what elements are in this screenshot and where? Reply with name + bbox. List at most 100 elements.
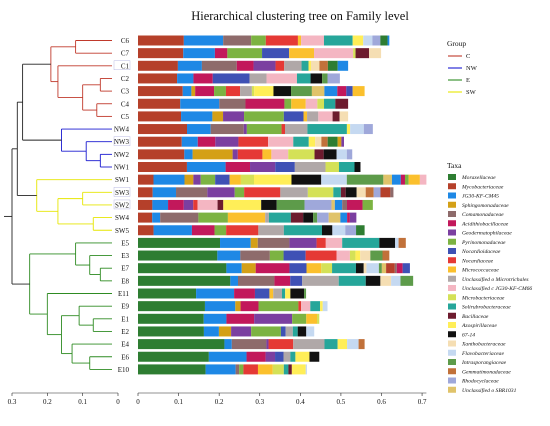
bar-segment <box>227 212 266 223</box>
bar-segment <box>227 48 263 59</box>
bar-segment <box>254 174 292 185</box>
taxa-legend-swatch <box>448 359 456 365</box>
bar-segment <box>293 339 325 350</box>
bar-segment <box>402 263 410 274</box>
bar-segment <box>333 187 341 198</box>
bar-segment <box>379 237 396 248</box>
bar-segment <box>243 364 258 375</box>
taxa-legend-label: Mycobacteriaceae <box>461 184 504 190</box>
bar-segment <box>283 111 304 122</box>
bar-segment <box>325 162 339 172</box>
bar-segment <box>295 351 310 362</box>
tree-tick-label: 0.1 <box>78 398 87 406</box>
bar-segment <box>207 187 235 198</box>
bar-segment <box>237 149 263 160</box>
tree-tick-label: 0.2 <box>43 398 52 406</box>
taxa-legend-label: Solirubrobacteraceae <box>462 305 511 311</box>
bar-segment <box>138 86 183 97</box>
bar-segment <box>214 225 227 236</box>
taxa-legend-swatch <box>448 312 456 319</box>
bar-segment <box>317 313 320 324</box>
bar-segment <box>336 149 347 160</box>
bar-segment <box>352 35 364 46</box>
bar-segment <box>390 187 394 198</box>
taxa-legend-label: Acidithiobacillaceae <box>461 221 509 227</box>
tree-axis: 0.3 0.2 0.1 0 <box>8 392 120 406</box>
bar-segment <box>322 301 328 312</box>
bar-segment <box>276 199 305 210</box>
taxa-legend-swatch <box>448 266 456 273</box>
bar-segment <box>289 237 317 248</box>
bar-segment <box>321 136 328 147</box>
bar-segment <box>160 212 199 223</box>
bar-segment <box>239 364 244 375</box>
bar-segment <box>340 187 346 198</box>
bar-segment <box>327 73 340 84</box>
bar-segment <box>321 225 333 236</box>
bar-segment <box>332 263 356 274</box>
bar-segment <box>327 136 338 147</box>
bar-segment <box>254 288 270 299</box>
bar-segment <box>307 124 347 135</box>
bar-segment <box>197 136 216 147</box>
bar-segment <box>317 98 325 109</box>
bar-segment <box>314 48 354 59</box>
bar-segment <box>307 187 334 198</box>
bar-segment <box>231 339 267 350</box>
bar-segment <box>234 187 245 198</box>
bar-segment <box>347 212 350 223</box>
bar-segment <box>184 149 193 160</box>
bar-segment <box>198 212 228 223</box>
bar-segment <box>176 187 208 198</box>
bar-segment <box>400 174 405 185</box>
bar-segment <box>297 326 307 337</box>
bar-segment <box>382 250 390 261</box>
bar-segment <box>358 339 365 350</box>
bar-segment <box>180 98 220 109</box>
bar-segment <box>236 60 254 71</box>
taxa-legend-label: Nocardioidaceae <box>461 249 501 255</box>
bar-segment <box>324 98 336 109</box>
bar-segment <box>225 86 241 97</box>
bar-segment <box>230 275 239 286</box>
sample-labels: C6 C7 C1 C2 C3 C4 C5 NW4 NW3 NW2 NW1 SW1 SW3 SW2 SW4 SW… <box>113 37 131 374</box>
bar-segment <box>317 212 329 223</box>
bar-segment <box>269 250 284 261</box>
bar-segment <box>255 263 290 274</box>
bar-segment <box>226 313 255 324</box>
bar-segment <box>360 250 371 261</box>
sample-label: NW4 <box>114 126 130 134</box>
bar-segment <box>152 199 169 210</box>
taxa-legend-swatch <box>448 201 456 208</box>
group-legend-label: E <box>466 77 470 84</box>
bar-segment <box>281 288 286 299</box>
bar-segment <box>363 124 373 135</box>
bar-segment <box>240 250 270 261</box>
bar-segment <box>395 237 399 248</box>
bar-segment <box>253 60 276 71</box>
bar-segment <box>138 60 178 71</box>
bar-segment <box>272 364 284 375</box>
bar-segment <box>201 60 237 71</box>
bar-segment <box>293 136 309 147</box>
bar-segment <box>275 162 295 172</box>
bar-segment <box>138 136 182 147</box>
bar-segment <box>355 250 361 261</box>
bar-segment <box>352 86 365 97</box>
bar-segment <box>204 301 236 312</box>
bar-segment <box>268 339 294 350</box>
taxa-legend-label: 67-14 <box>462 332 475 338</box>
bar-segment <box>305 98 318 109</box>
bar-segment <box>153 174 185 185</box>
bar-segment <box>290 275 303 286</box>
bar-segment <box>152 187 177 198</box>
bar-segment <box>305 250 337 261</box>
x-tick-label: 0.3 <box>255 398 264 406</box>
bar-segment <box>240 301 259 312</box>
x-axis: 0 0.1 0.2 0.3 0.4 0.5 0.6 0.7 <box>136 392 427 406</box>
bar-segment <box>396 263 403 274</box>
bar-segment <box>328 212 341 223</box>
bar-segment <box>386 263 395 274</box>
bar-segment <box>304 288 307 299</box>
bar-segment <box>220 237 251 248</box>
